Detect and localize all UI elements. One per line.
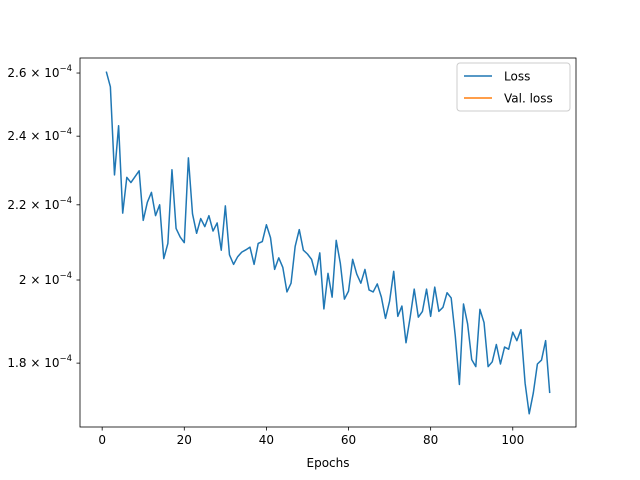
legend: Loss Val. loss (456, 62, 571, 112)
x-tick-label: 60 (341, 433, 356, 447)
plot-area (105, 71, 551, 415)
x-tick-label: 80 (423, 433, 438, 447)
legend-label-2: Val. loss (504, 92, 553, 106)
y-tick-label: 2.6 × 10−4 (7, 64, 72, 80)
axes: 0 20 40 60 80 100 1.8 × 10−4 2 × 10−4 2.2 × 10−4… (7, 57, 577, 447)
x-axis-label: Epochs (307, 456, 350, 470)
legend-label-1: Loss (504, 70, 530, 84)
x-tick-label: 0 (98, 433, 106, 447)
x-tick-label: 20 (177, 433, 192, 447)
x-tick-label: 100 (501, 433, 524, 447)
y-tick-label: 2 × 10−4 (19, 271, 72, 287)
series-line-1 (105, 71, 551, 415)
legend-box (456, 62, 571, 112)
y-tick-label: 1.8 × 10−4 (7, 354, 72, 370)
x-tick-label: 40 (259, 433, 274, 447)
y-tick-label: 2.2 × 10−4 (7, 196, 72, 212)
y-tick-label: 2.4 × 10−4 (7, 127, 72, 143)
axes-frame (79, 57, 577, 428)
